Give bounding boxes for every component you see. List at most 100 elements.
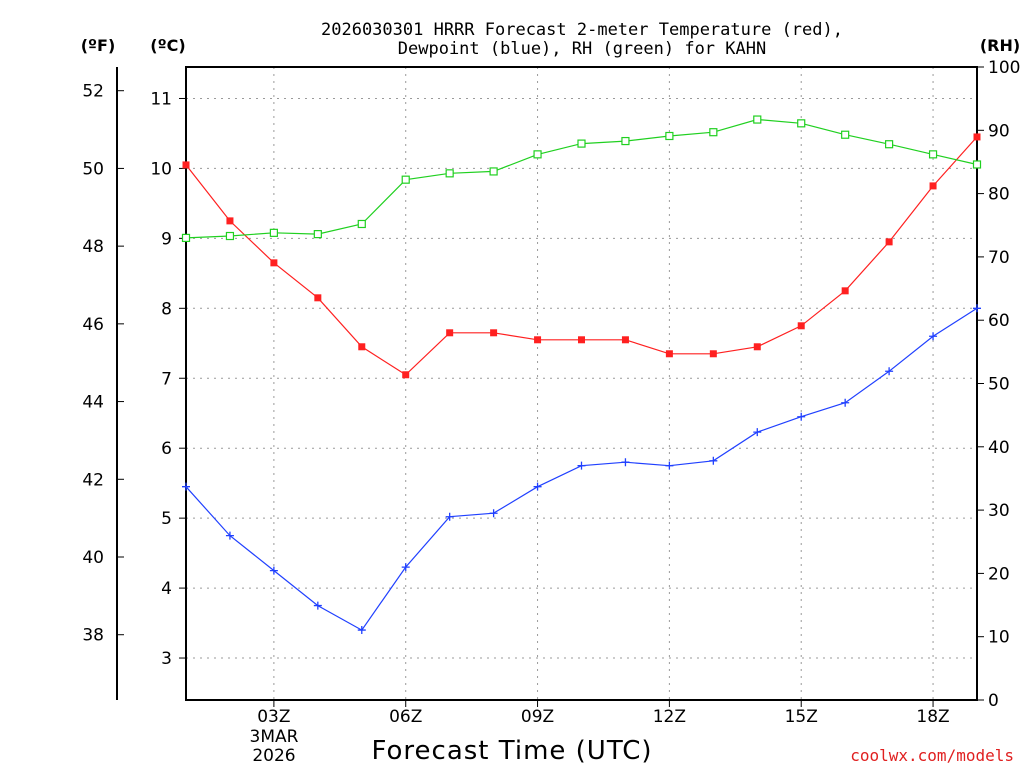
temperature-point: [534, 336, 542, 344]
celsius-tick-label: 7: [161, 369, 172, 389]
rh-point: [269, 228, 278, 237]
temperature-point: [621, 336, 629, 344]
celsius-tick-label: 8: [161, 299, 172, 319]
celsius-tick-label: 10: [150, 159, 172, 179]
dewpoint-point: [357, 626, 366, 635]
celsius-tick-label: 9: [161, 229, 172, 249]
temperature-point: [446, 329, 454, 337]
fahrenheit-tick-label: 42: [82, 470, 104, 490]
x-tick-label: 06Z: [389, 707, 422, 727]
rh-point: [577, 139, 586, 148]
dewpoint-point: [445, 512, 454, 521]
rh-point: [665, 131, 674, 141]
rh-point: [489, 167, 498, 176]
temperature-point: [182, 161, 190, 169]
dewpoint-point: [577, 461, 586, 470]
rh-tick-label: 0: [988, 691, 999, 711]
chart-title-line1: 2026030301 HRRR Forecast 2-meter Tempera…: [321, 20, 843, 40]
x-tick-label: 18Z: [916, 707, 949, 727]
dewpoint-point: [973, 304, 981, 313]
dewpoint-point: [841, 398, 850, 407]
rh-tick-label: 90: [988, 121, 1010, 141]
rh-unit-label: (RH): [980, 36, 1020, 55]
rh-series-line: [185, 118, 978, 239]
dewpoint-point: [401, 563, 410, 572]
fahrenheit-tick-label: 44: [82, 393, 104, 413]
x-axis-title: Forecast Time (UTC): [371, 736, 652, 766]
rh-tick-label: 50: [988, 375, 1010, 395]
rh-tick-label: 80: [988, 185, 1010, 205]
dewpoint-point: [182, 482, 190, 491]
rh-point: [841, 130, 850, 139]
x-tick-label: 03Z: [257, 707, 290, 727]
rh-tick-label: 40: [988, 438, 1010, 458]
celsius-tick-label: 3: [161, 649, 172, 669]
temperature-point: [578, 336, 585, 344]
rh-point: [928, 150, 938, 159]
rh-point: [313, 230, 322, 239]
fahrenheit-tick-label: 52: [82, 82, 104, 102]
fahrenheit-tick-label: 50: [82, 159, 104, 179]
celsius-unit-label: (ºC): [150, 36, 185, 55]
chart-title-line2: Dewpoint (blue), RH (green) for KAHN: [398, 39, 766, 59]
temperature-point: [797, 322, 805, 330]
grid-layer: [186, 67, 977, 700]
dewpoint-point: [797, 412, 806, 421]
temperature-point: [226, 217, 234, 225]
x-tick-label: 09Z: [521, 707, 554, 727]
date-label-year: 2026: [252, 746, 295, 766]
fahrenheit-tick-label: 48: [82, 237, 104, 257]
rh-point: [225, 231, 235, 241]
dewpoint-point: [489, 509, 498, 518]
rh-tick-label: 100: [988, 58, 1020, 78]
fahrenheit-tick-label: 46: [82, 315, 104, 335]
credit-label: coolwx.com/models: [850, 746, 1014, 765]
rh-point: [709, 128, 718, 137]
rh-tick-label: 20: [988, 564, 1010, 584]
dewpoint-point: [313, 601, 322, 610]
rh-point: [357, 219, 366, 229]
rh-point: [972, 160, 982, 169]
temperature-point: [402, 371, 410, 379]
rh-point: [401, 175, 410, 184]
dewpoint-point: [621, 458, 630, 467]
dewpoint-point: [225, 531, 234, 540]
plot-frame: [185, 66, 978, 701]
temperature-point: [358, 343, 366, 351]
temperature-point: [314, 294, 322, 302]
temperature-point: [753, 343, 761, 351]
temperature-point: [929, 182, 937, 190]
rh-point: [445, 169, 454, 178]
dewpoint-point: [709, 456, 718, 465]
fahrenheit-tick-label: 38: [82, 626, 104, 646]
rh-point: [885, 140, 894, 149]
rh-tick-label: 30: [988, 501, 1010, 521]
axes-layer: 3 4 5 6 7 8 9 10 11 38 40 42 44 46 48 50 52 0 10 20 30 40 50 60…: [82, 58, 1020, 727]
temperature-point: [665, 350, 673, 358]
celsius-tick-label: 5: [161, 509, 172, 529]
celsius-tick-label: 11: [150, 89, 172, 109]
rh-tick-label: 60: [988, 311, 1010, 331]
fahrenheit-tick-label: 40: [82, 548, 104, 568]
rh-tick-label: 70: [988, 248, 1010, 268]
temperature-point: [841, 287, 849, 295]
temperature-point: [973, 133, 981, 141]
x-tick-label: 15Z: [785, 707, 818, 727]
series-layer: [181, 115, 982, 635]
rh-point: [621, 136, 630, 146]
fahrenheit-unit-label: (ºF): [81, 36, 116, 55]
celsius-tick-label: 6: [161, 439, 172, 459]
temperature-point: [885, 238, 893, 246]
temperature-point: [490, 329, 498, 337]
rh-point: [533, 150, 542, 159]
dewpoint-point: [885, 367, 894, 376]
dewpoint-point: [665, 461, 674, 470]
rh-point: [753, 115, 762, 124]
temperature-point: [709, 350, 717, 358]
rh-point: [181, 233, 191, 243]
dewpoint-point: [929, 332, 938, 341]
temperature-point: [270, 259, 278, 267]
date-label-month: 3MAR: [250, 727, 299, 747]
dewpoint-point: [753, 428, 762, 437]
